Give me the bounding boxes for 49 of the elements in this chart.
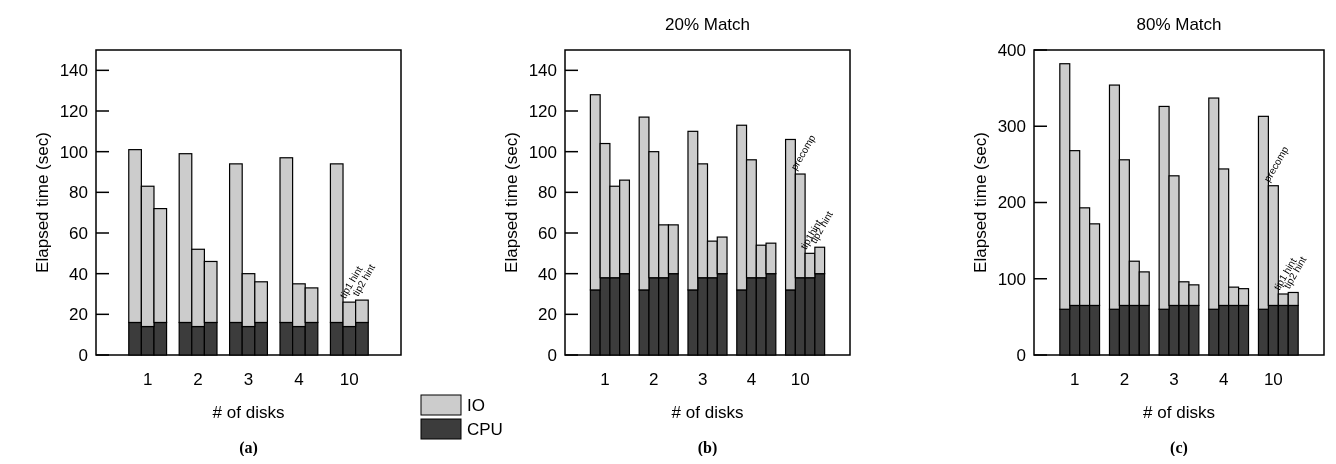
y-axis-title: Elapsed time (sec) <box>971 132 990 273</box>
y-tick-label: 120 <box>528 101 557 121</box>
x-tick-label: 10 <box>339 370 359 389</box>
x-tick-label: 10 <box>1263 370 1283 389</box>
y-tick-label: 120 <box>59 101 88 121</box>
y-tick-label: 140 <box>59 61 88 81</box>
y-tick-label: 100 <box>997 269 1026 289</box>
x-tick-label: 4 <box>1218 370 1229 389</box>
x-tick-label: 3 <box>697 370 708 389</box>
x-axis-title: # of disks <box>671 403 744 422</box>
y-tick-label: 80 <box>69 183 88 203</box>
y-tick-label: 60 <box>69 223 88 243</box>
x-tick-label: 4 <box>746 370 757 389</box>
chart-title: 80% Match <box>1136 15 1222 34</box>
x-axis-title: # of disks <box>1143 403 1215 422</box>
y-axis-title: Elapsed time (sec) <box>502 132 521 273</box>
x-tick-label: 10 <box>790 370 810 389</box>
y-tick-label: 20 <box>538 305 557 325</box>
y-tick-label: 60 <box>538 223 557 243</box>
y-tick-label: 0 <box>547 345 557 365</box>
y-tick-label: 200 <box>997 193 1026 213</box>
y-tick-label: 20 <box>69 305 88 325</box>
x-tick-label: 2 <box>193 370 203 389</box>
y-tick-label: 0 <box>1016 345 1026 365</box>
chart-title: 20% Match <box>664 15 751 34</box>
y-tick-label: 300 <box>997 117 1026 137</box>
y-axis-title: Elapsed time (sec) <box>33 132 52 273</box>
x-tick-label: 4 <box>294 370 304 389</box>
text: (a) <box>239 439 258 457</box>
x-tick-label: 2 <box>649 370 659 389</box>
x-tick-label: 1 <box>142 370 153 389</box>
legend-label: CPU <box>467 419 503 439</box>
y-tick-label: 100 <box>59 142 88 162</box>
x-tick-label: 3 <box>243 370 254 389</box>
x-tick-label: 1 <box>1069 370 1080 389</box>
y-tick-label: 140 <box>528 61 557 81</box>
x-tick-label: 1 <box>600 370 610 389</box>
y-tick-label: 40 <box>69 264 88 284</box>
x-tick-label: 3 <box>1169 370 1179 389</box>
y-tick-label: 0 <box>78 345 88 365</box>
legend-label: IO <box>467 395 485 415</box>
text: (c) <box>1170 439 1188 457</box>
y-tick-label: 400 <box>997 40 1026 60</box>
y-tick-label: 100 <box>528 142 557 162</box>
text: (b) <box>697 439 718 457</box>
x-tick-label: 2 <box>1119 370 1130 389</box>
y-tick-label: 80 <box>538 183 557 203</box>
y-tick-label: 40 <box>538 264 557 284</box>
x-axis-title: # of disks <box>212 403 285 422</box>
